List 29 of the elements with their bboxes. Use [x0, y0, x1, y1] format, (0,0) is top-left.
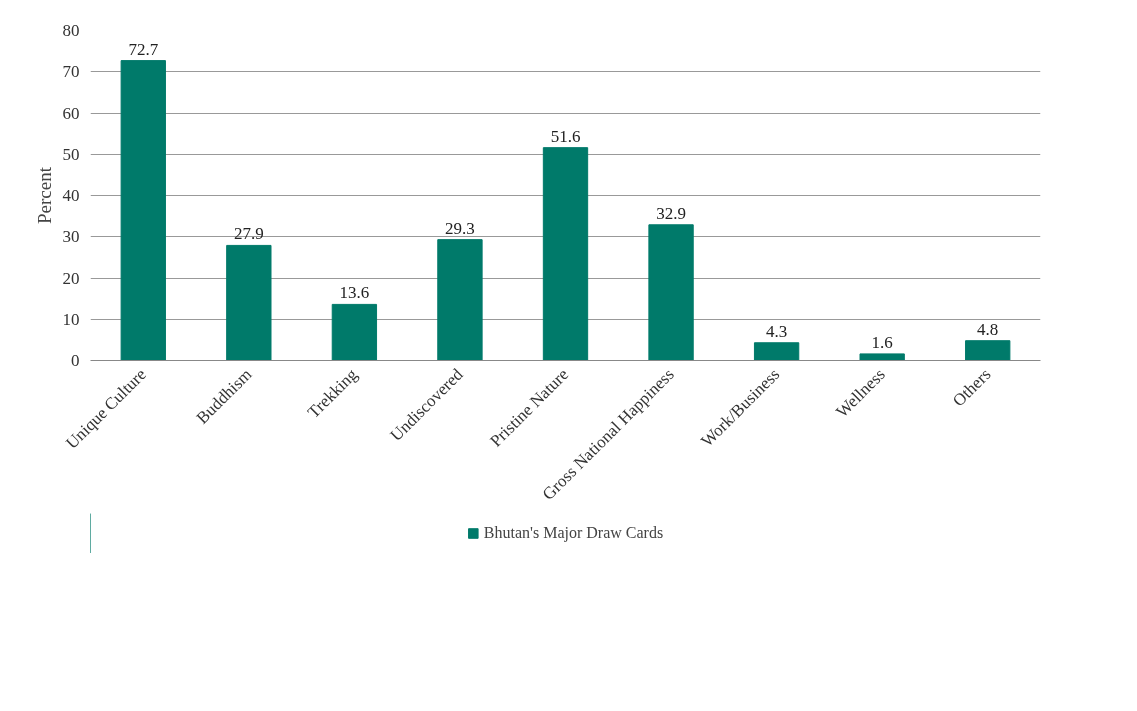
data-label: 13.6 — [339, 283, 370, 303]
data-label: 27.9 — [233, 224, 264, 244]
bar — [859, 353, 905, 361]
legend-label: Bhutan's Major Draw Cards — [483, 524, 664, 542]
y-tick-label: 70 — [62, 62, 80, 82]
data-label: 72.7 — [128, 39, 159, 59]
bar — [331, 303, 378, 361]
bar — [437, 239, 483, 361]
data-label: 4.3 — [765, 321, 788, 341]
y-tick-label: 80 — [62, 21, 80, 40]
data-label: 4.8 — [977, 319, 999, 339]
bar — [965, 340, 1011, 361]
data-label: 1.6 — [871, 332, 893, 352]
bar — [226, 244, 272, 361]
y-tick-label: 60 — [62, 103, 80, 123]
data-label: 32.9 — [656, 203, 686, 223]
y-tick-label: 10 — [62, 309, 80, 329]
y-tick-label: 30 — [62, 227, 80, 247]
y-axis-title: Percent — [33, 166, 55, 224]
bar — [648, 224, 694, 361]
y-tick-label: 0 — [71, 351, 80, 370]
y-tick-label: 20 — [62, 268, 80, 288]
bar — [542, 147, 589, 361]
y-tick-label: 40 — [62, 186, 80, 205]
data-label: 29.3 — [445, 218, 475, 238]
bar — [120, 60, 166, 361]
data-label: 51.6 — [550, 126, 581, 146]
bar — [753, 342, 800, 361]
y-tick-label: 50 — [62, 144, 80, 164]
